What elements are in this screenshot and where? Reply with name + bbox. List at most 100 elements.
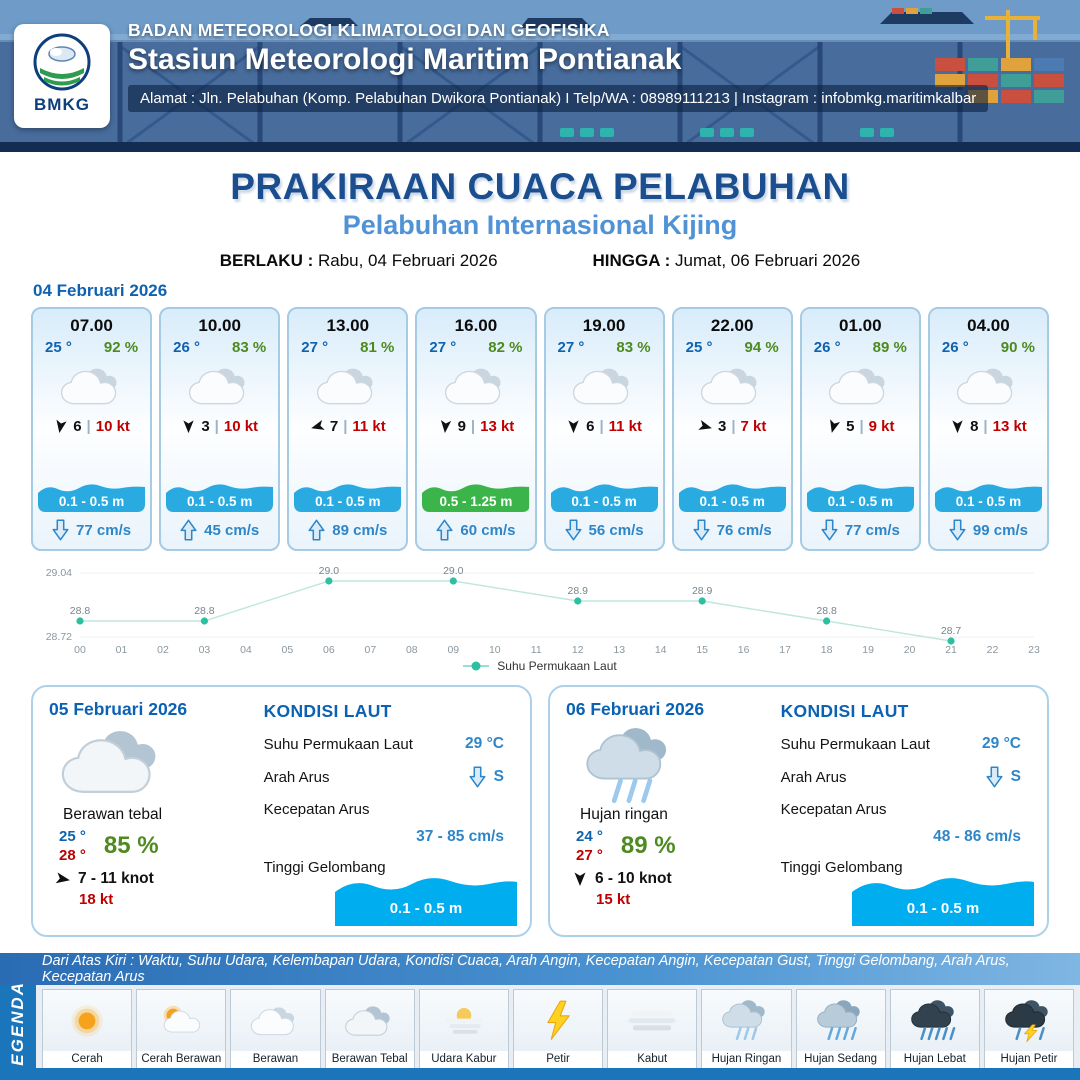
current-speed: 76 cm/s xyxy=(716,521,772,539)
hourly-section-date: 04 Februari 2026 xyxy=(33,281,168,300)
wind-direction-icon xyxy=(437,418,453,434)
current-speed: 99 cm/s xyxy=(972,521,1028,539)
legend-item: Udara Kabur xyxy=(418,989,509,1071)
legend-weather-icon xyxy=(419,990,508,1051)
wind-direction-icon xyxy=(824,417,842,435)
forecast-time: 01.00 xyxy=(839,316,882,335)
sst-row: Suhu Permukaan Laut 29 °C xyxy=(264,735,510,753)
current-direction-icon xyxy=(821,519,838,541)
wind-direction-icon xyxy=(308,417,326,435)
weather-icon xyxy=(696,360,768,412)
forecast-time: 22.00 xyxy=(710,316,754,335)
forecast-time: 13.00 xyxy=(326,316,370,335)
current-row: 56 cm/s xyxy=(564,519,644,541)
current-row: 77 cm/s xyxy=(821,519,900,541)
legend-weather-icon xyxy=(137,990,226,1051)
current-direction-row: Arah Arus S xyxy=(781,766,1027,788)
weather-icon xyxy=(184,360,256,412)
wind-range: 7 - 11 knot xyxy=(78,870,154,887)
forecast-time: 16.00 xyxy=(454,316,498,335)
wave-shape xyxy=(422,484,530,512)
air-temperature: 26 ° xyxy=(813,339,841,356)
wind-row: 8 | 13 kt xyxy=(950,418,1027,435)
sst-chart: 29.04 28.72 00 01 02 03 04 05 06 07 08 09 10 11 12 13 14… xyxy=(32,561,1048,657)
wave-height-graphic: 0.1 - 0.5 m xyxy=(335,872,517,926)
header-text: BADAN METEOROLOGI KLIMATOLOGI DAN GEOFIS… xyxy=(0,0,1080,152)
weather-condition: Berawan tebal xyxy=(63,806,163,823)
current-row: 45 cm/s xyxy=(180,519,259,541)
humidity: 83 % xyxy=(232,339,267,356)
weather-icon xyxy=(440,360,512,412)
legend-item: Hujan Petir xyxy=(983,989,1075,1071)
sea-conditions: KONDISI LAUT Suhu Permukaan Laut 29 °C A… xyxy=(771,699,1034,926)
svg-text:00: 00 xyxy=(74,644,86,656)
current-direction: S xyxy=(469,766,504,788)
current-direction-value: S xyxy=(1010,768,1021,785)
legend-item: Hujan Sedang xyxy=(795,989,886,1071)
temp-min: 24 ° xyxy=(576,828,603,845)
bmkg-logo-icon xyxy=(33,33,91,91)
wave-shape xyxy=(335,878,517,926)
divider: | xyxy=(983,418,988,435)
wind-row: 6 | 11 kt xyxy=(566,418,642,435)
humidity: 90 % xyxy=(1000,339,1035,356)
temps-row: 24 ° 27 ° 89 % xyxy=(576,828,771,864)
legend-marker-icon xyxy=(463,665,490,667)
forecast-time: 10.00 xyxy=(198,316,241,335)
humidity: 81 % xyxy=(360,339,395,356)
legend-weather-icon xyxy=(513,990,603,1051)
air-temperature: 26 ° xyxy=(941,339,969,356)
wave-height-value: 0.1 - 0.5 m xyxy=(955,494,1022,509)
current-direction-icon xyxy=(564,519,582,541)
gust-speed: 11 kt xyxy=(608,418,643,435)
wave-shape xyxy=(934,484,1042,512)
bmkg-logo-text: BMKG xyxy=(34,95,90,114)
legend-weather-icon xyxy=(984,990,1074,1051)
valid-to-value: Jumat, 06 Februari 2026 xyxy=(675,251,861,270)
wave-shape xyxy=(294,484,402,512)
legend-item-label: Cerah xyxy=(43,1051,132,1070)
legend-item-label: Hujan Sedang xyxy=(796,1051,885,1070)
air-temperature: 27 ° xyxy=(429,339,457,356)
wind-speed: 6 xyxy=(586,418,595,435)
current-direction: S xyxy=(986,766,1021,788)
wind-row: 6 - 10 knot xyxy=(572,870,771,888)
wave-height-band: 0.1 - 0.5 m xyxy=(550,480,658,512)
weather-icon xyxy=(568,360,640,412)
bottom-bar xyxy=(0,1068,1080,1080)
temp-min: 25 ° xyxy=(59,828,86,845)
weather-icon xyxy=(55,724,254,804)
current-speed: 77 cm/s xyxy=(844,521,900,539)
wave-shape xyxy=(806,484,914,512)
gust-speed: 10 kt xyxy=(223,418,259,435)
wave-height-band: 0.5 - 1.25 m xyxy=(422,480,530,512)
validity-row: BERLAKU : Rabu, 04 Februari 2026 HINGGA … xyxy=(0,251,1080,271)
divider: | xyxy=(86,418,91,435)
legend-weather-icon xyxy=(702,990,791,1051)
wind-speed: 7 xyxy=(329,418,339,435)
legend-item: Hujan Ringan xyxy=(701,989,792,1071)
wind-direction-icon xyxy=(54,870,73,889)
valid-to: HINGGA : Jumat, 06 Februari 2026 xyxy=(593,251,861,271)
temps-row: 25 ° 28 ° 85 % xyxy=(59,828,254,864)
wave-shape xyxy=(852,878,1034,926)
svg-text:17: 17 xyxy=(779,644,791,656)
gust-speed: 10 kt xyxy=(95,418,130,435)
svg-text:03: 03 xyxy=(199,644,211,656)
current-speed-value: 48 - 86 cm/s xyxy=(933,828,1021,845)
divider: | xyxy=(859,418,864,435)
wave-height-label: Tinggi Gelombang xyxy=(263,859,386,876)
svg-text:06: 06 xyxy=(323,644,335,656)
current-speed-row: Kecepatan Arus xyxy=(781,801,1027,818)
legend-item-label: Hujan Petir xyxy=(984,1051,1074,1070)
humidity: 92 % xyxy=(103,339,139,356)
svg-text:28.72: 28.72 xyxy=(46,631,72,643)
wave-height-value: 0.5 - 1.25 m xyxy=(439,494,513,509)
sst-value: 29 °C xyxy=(465,735,504,752)
daily-date: 05 Februari 2026 xyxy=(49,699,188,719)
wind-speed: 3 xyxy=(717,418,727,435)
temp-humidity-row: 25 ° 92 % xyxy=(38,339,145,356)
sea-conditions-heading: KONDISI LAUT xyxy=(780,701,909,721)
current-speed: 60 cm/s xyxy=(460,521,516,539)
